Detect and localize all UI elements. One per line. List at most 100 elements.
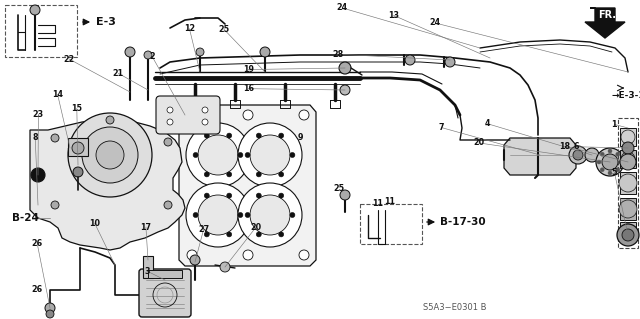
Circle shape [245,152,250,158]
Circle shape [204,232,209,237]
Text: 16: 16 [243,84,254,93]
Circle shape [250,195,290,235]
Text: 26: 26 [31,239,43,248]
Circle shape [193,212,198,218]
Circle shape [227,172,232,177]
Text: 20: 20 [250,223,262,232]
Circle shape [569,146,587,164]
Circle shape [585,148,599,162]
Text: 22: 22 [63,55,75,63]
Text: B-24: B-24 [12,213,39,223]
Circle shape [260,47,270,57]
Text: 14: 14 [52,90,63,99]
Circle shape [340,85,350,95]
Circle shape [573,150,583,160]
Bar [143,256,153,278]
Text: 4: 4 [485,119,490,128]
Text: 17: 17 [140,223,152,232]
Text: 25: 25 [218,25,230,34]
Circle shape [204,193,209,198]
Circle shape [72,142,84,154]
Text: 20: 20 [473,138,484,147]
Bar [618,118,638,248]
Text: 9: 9 [298,133,303,142]
Polygon shape [30,120,185,250]
Circle shape [445,57,455,67]
Circle shape [256,193,261,198]
Circle shape [106,116,114,124]
Text: 3: 3 [145,267,150,276]
Text: E-3: E-3 [96,17,116,27]
Text: 24: 24 [429,19,441,27]
Circle shape [193,152,198,158]
Circle shape [278,232,284,237]
Circle shape [68,113,152,197]
Circle shape [125,47,135,57]
Circle shape [82,127,138,183]
Circle shape [45,303,55,313]
Bar [620,128,636,146]
Text: 11: 11 [385,197,396,206]
Text: 11: 11 [372,199,383,208]
Text: 12: 12 [184,24,195,33]
Circle shape [619,174,637,192]
Circle shape [290,212,295,218]
Circle shape [256,172,261,177]
Text: →E-3-10: →E-3-10 [612,91,640,100]
Circle shape [600,168,604,172]
Bar [620,198,636,220]
Bar [360,204,422,244]
Circle shape [238,123,302,187]
Circle shape [608,171,612,175]
Circle shape [602,154,618,170]
Polygon shape [179,105,316,266]
Circle shape [190,255,200,265]
Circle shape [164,201,172,209]
Circle shape [620,154,636,170]
Text: 25: 25 [333,184,345,193]
Circle shape [220,262,230,272]
Circle shape [144,51,152,59]
Circle shape [238,152,243,158]
Circle shape [256,232,261,237]
Circle shape [202,119,208,125]
Text: 8: 8 [33,133,38,142]
Bar [5,5,77,57]
Circle shape [600,152,604,156]
Circle shape [621,130,635,144]
FancyBboxPatch shape [139,269,191,317]
Text: 5: 5 [612,168,617,177]
Circle shape [616,168,620,172]
Circle shape [597,160,601,164]
Circle shape [596,148,624,176]
Circle shape [187,110,197,120]
Circle shape [204,133,209,138]
Circle shape [167,119,173,125]
Bar [68,138,88,156]
Text: S5A3−E0301 B: S5A3−E0301 B [423,303,487,313]
Text: FR.: FR. [598,10,616,20]
Circle shape [245,212,250,218]
Text: 6: 6 [573,142,579,151]
Circle shape [204,172,209,177]
Text: 19: 19 [243,65,254,74]
Circle shape [227,193,232,198]
Circle shape [227,232,232,237]
Bar [148,270,182,278]
Text: 18: 18 [559,142,571,151]
Text: 27: 27 [198,225,209,234]
Text: 10: 10 [89,219,100,228]
Text: 21: 21 [113,69,124,78]
Circle shape [167,107,173,113]
Text: 13: 13 [388,11,399,20]
Circle shape [622,229,634,241]
Circle shape [339,62,351,74]
Circle shape [256,133,261,138]
Circle shape [616,152,620,156]
Circle shape [299,250,309,260]
Circle shape [278,133,284,138]
Circle shape [227,133,232,138]
Circle shape [243,250,253,260]
Circle shape [202,107,208,113]
Text: 23: 23 [33,110,44,119]
